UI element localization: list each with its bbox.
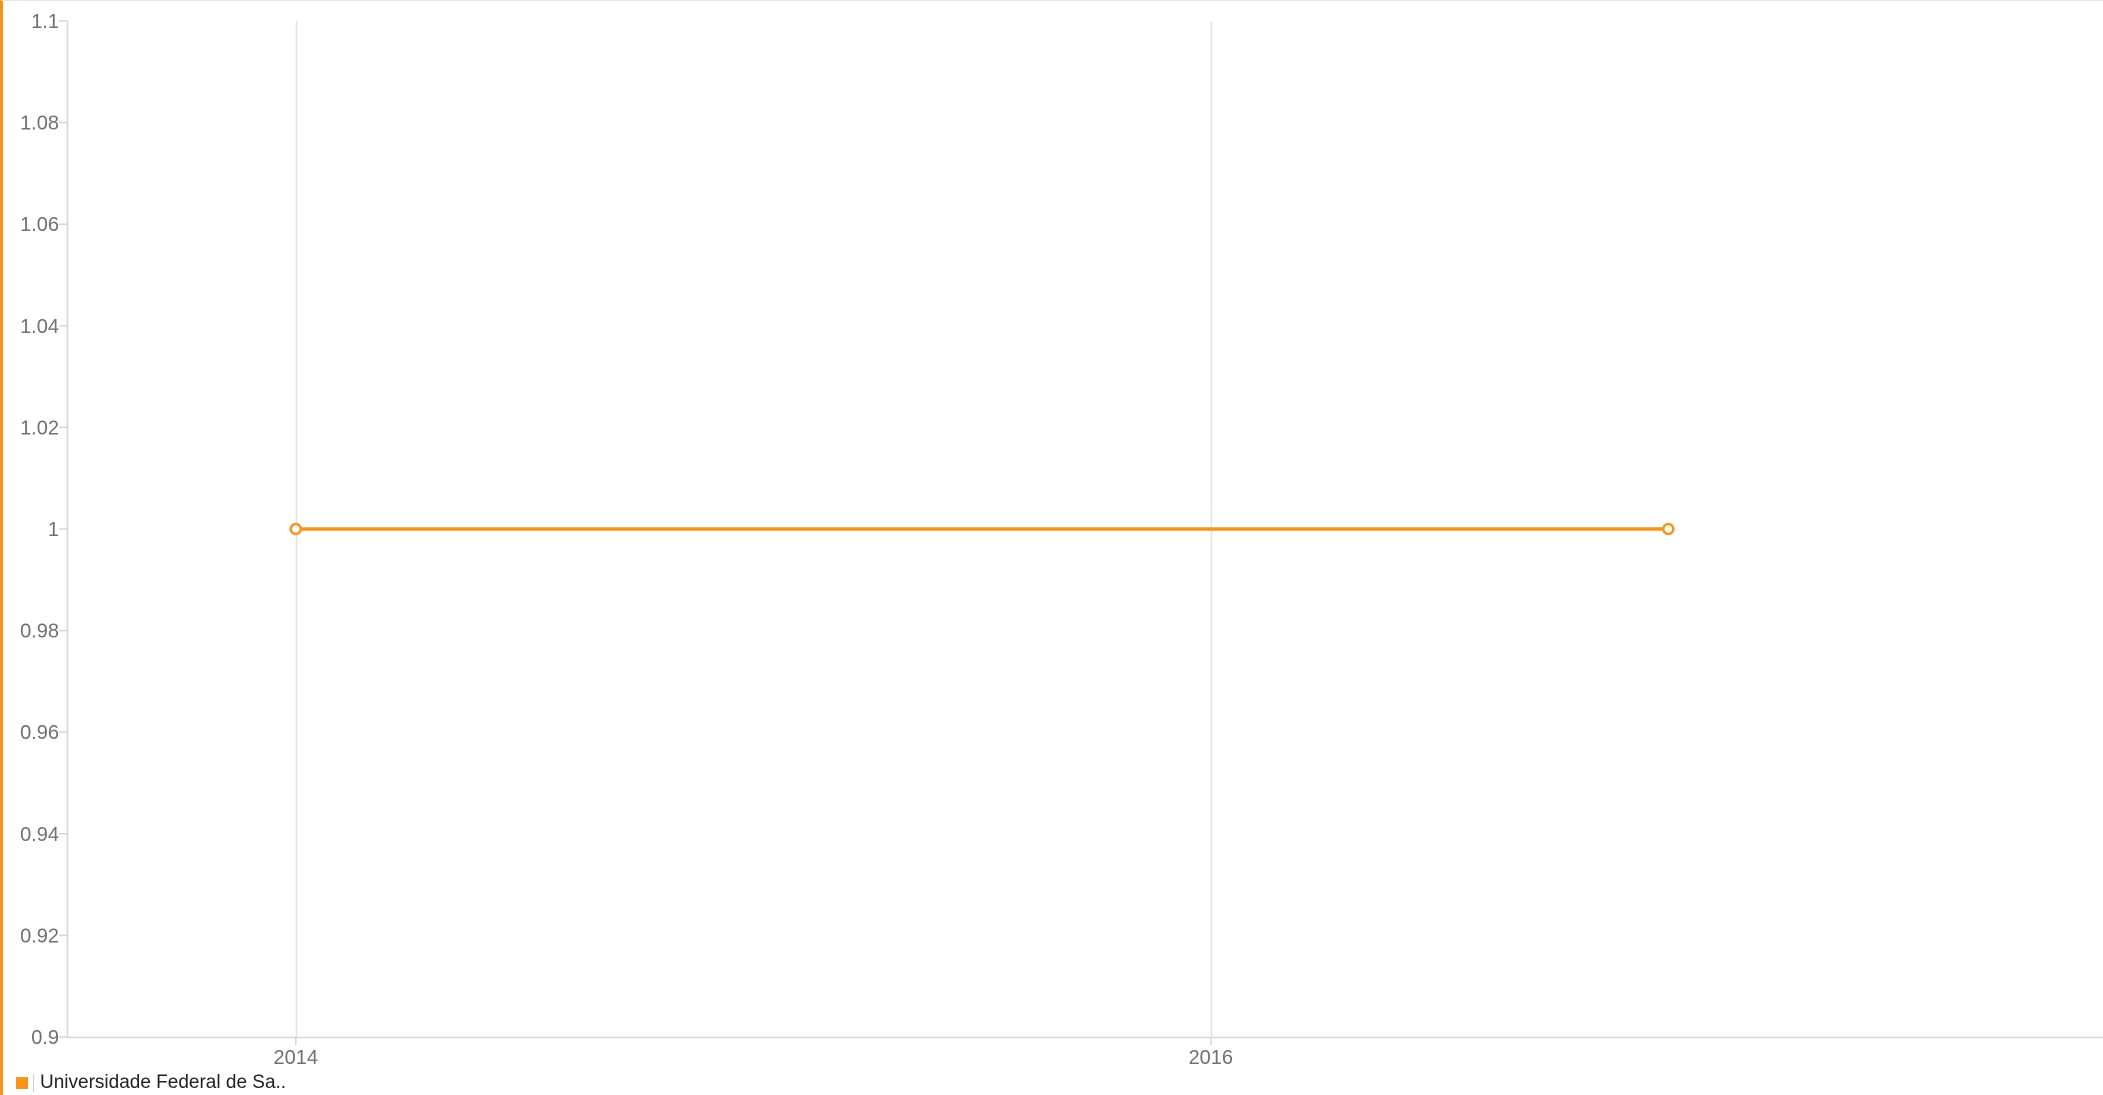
data-point [1662,522,1675,536]
legend-label[interactable]: Universidade Federal de Sa.. [40,1072,287,1093]
y-tick-label: 1.06 [20,214,59,236]
legend: Universidade Federal de Sa.. [16,1072,286,1094]
y-tick-label: 0.94 [20,824,59,846]
y-tick-label: 1.1 [31,11,59,33]
y-tick-label: 0.96 [20,722,59,744]
y-tick-label: 1.04 [20,316,59,338]
data-point [289,522,303,536]
legend-swatch [16,1077,28,1089]
y-tick-label: 0.92 [20,925,59,947]
y-tick-label: 1 [48,519,59,541]
y-tick-label: 1.02 [20,417,59,439]
x-tick-label: 2014 [274,1047,319,1069]
legend-separator [33,1074,34,1092]
x-tick-label: 2016 [1189,1047,1234,1069]
y-tick-label: 0.9 [31,1027,59,1049]
y-tick-label: 1.08 [20,113,59,135]
y-tick-label: 0.98 [20,621,59,643]
